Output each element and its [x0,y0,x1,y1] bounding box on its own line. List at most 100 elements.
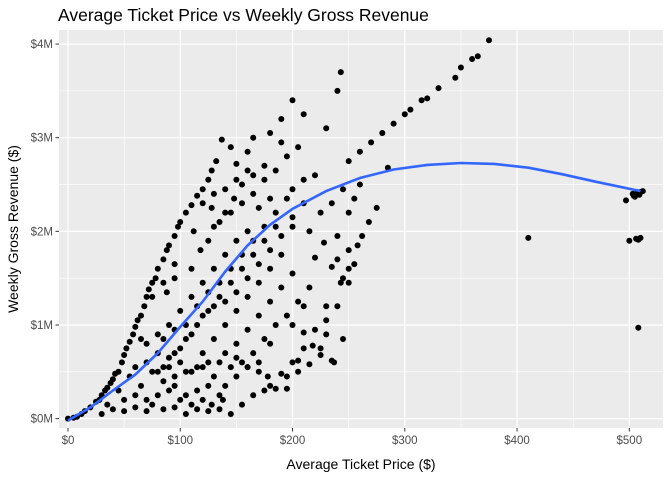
data-point [626,237,633,244]
data-point [182,392,189,399]
data-point [250,172,257,179]
data-point [210,190,217,197]
data-point [452,74,459,81]
data-point [216,219,223,225]
data-point [149,368,156,375]
data-point [222,382,229,389]
data-point [244,364,251,371]
data-point [121,408,128,415]
data-point [261,237,268,244]
data-point [216,359,223,366]
data-point [216,406,223,413]
data-point [334,233,341,239]
plot-panel [59,30,663,428]
data-point [525,234,532,241]
data-point [239,401,245,408]
data-point [182,336,189,342]
data-point [312,172,318,179]
data-point [345,279,352,286]
data-point [239,200,245,207]
data-point [261,336,268,342]
data-point [469,56,476,62]
data-point [630,192,637,199]
data-point [177,345,184,352]
data-point [222,209,229,216]
data-point [132,404,139,411]
data-point [182,368,189,375]
x-tick-label: $0 [62,435,75,447]
chart-title: Average Ticket Price vs Weekly Gross Rev… [58,5,429,25]
data-point [261,387,268,394]
data-point [188,293,195,300]
data-point [306,284,313,291]
data-point [317,352,324,358]
data-point [138,336,144,342]
data-point [306,361,313,368]
data-point [289,322,296,328]
data-point [154,392,161,399]
data-point [166,364,172,371]
data-point [267,130,274,136]
data-point [160,256,167,263]
data-point [272,167,279,174]
data-point [171,233,178,239]
data-point [123,345,130,352]
data-point [272,223,279,230]
data-point [345,265,352,272]
data-point [233,160,240,167]
data-point [390,120,397,127]
data-point [199,312,206,319]
data-point [250,190,257,197]
data-point [317,209,324,216]
data-point [154,368,161,375]
data-point [312,326,318,333]
data-point [623,197,629,204]
data-point [177,396,184,403]
data-point [104,384,111,391]
data-point [340,186,346,193]
data-point [354,242,361,249]
data-point [244,148,251,155]
data-point [474,53,481,60]
data-point [300,329,307,336]
data-point [160,279,167,286]
data-point [145,286,152,293]
data-point [171,261,178,268]
data-point [143,396,150,403]
data-point [306,228,313,235]
data-point [255,368,262,375]
data-point [264,373,271,380]
data-point [171,404,178,411]
data-point [323,331,330,338]
data-point [278,251,285,258]
data-point [356,181,363,188]
data-point [132,364,139,371]
data-point [222,186,229,193]
data-point [218,136,225,143]
data-point [331,359,338,366]
data-point [160,378,167,385]
y-tick-label: $2M [31,226,53,238]
data-point [323,125,330,132]
data-point [149,279,156,286]
data-point [384,164,391,171]
data-point [267,265,274,272]
data-point [171,275,178,282]
data-point [278,284,285,291]
data-point [300,176,307,183]
data-point [283,385,290,392]
data-point [309,342,316,349]
data-point [250,134,257,141]
data-point [154,265,161,272]
data-point [272,209,279,216]
data-point [255,204,262,211]
y-tick-label: $1M [31,320,53,332]
data-point [177,307,184,314]
data-point [283,312,290,319]
data-point [337,69,344,76]
data-point [227,144,234,151]
data-point [295,357,302,364]
data-point [261,176,268,183]
data-point [109,406,116,413]
